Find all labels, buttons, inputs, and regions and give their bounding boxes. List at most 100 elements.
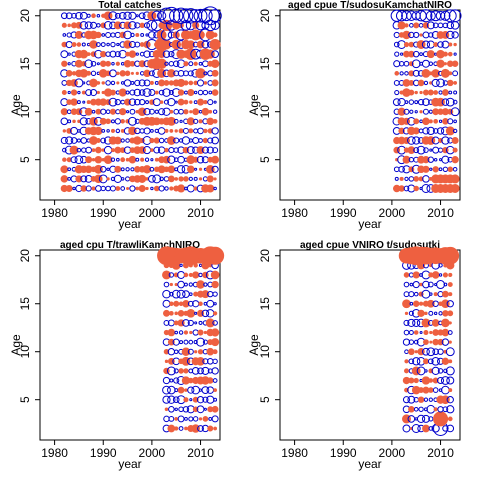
- positive-residual-bubble: [425, 10, 436, 21]
- positive-residual-bubble: [422, 98, 430, 106]
- positive-residual-bubble: [151, 10, 162, 21]
- positive-residual-bubble: [438, 311, 443, 316]
- negative-residual-bubble: [62, 129, 67, 133]
- negative-residual-bubble: [408, 89, 415, 96]
- positive-residual-bubble: [168, 90, 174, 96]
- negative-residual-bubble: [91, 13, 96, 19]
- negative-residual-bubble: [441, 357, 450, 365]
- positive-residual-bubble: [198, 61, 203, 66]
- positive-residual-bubble: [206, 386, 215, 394]
- positive-residual-bubble: [123, 11, 132, 20]
- positive-residual-bubble: [196, 396, 205, 404]
- y-tick-label: 15: [258, 57, 272, 71]
- y-tick-label: 5: [258, 396, 272, 403]
- positive-residual-bubble: [403, 281, 410, 288]
- positive-residual-bubble: [150, 186, 154, 191]
- positive-residual-bubble: [129, 89, 136, 96]
- positive-residual-bubble: [143, 50, 151, 58]
- positive-residual-bubble: [110, 119, 115, 124]
- negative-residual-bubble: [451, 156, 459, 164]
- negative-residual-bubble: [407, 146, 416, 154]
- positive-residual-bubble: [207, 137, 214, 144]
- positive-residual-bubble: [76, 147, 82, 153]
- positive-residual-bubble: [178, 426, 184, 431]
- positive-residual-bubble: [446, 30, 455, 40]
- negative-residual-bubble: [110, 128, 116, 133]
- positive-residual-bubble: [431, 366, 440, 376]
- positive-residual-bubble: [128, 21, 137, 30]
- positive-residual-bubble: [211, 415, 219, 423]
- x-tick-label: 2010: [427, 206, 454, 220]
- panel-title: aged cpue T/sudosuKamchatNIRO: [288, 0, 452, 11]
- positive-residual-bubble: [71, 12, 77, 19]
- positive-residual-bubble: [85, 185, 92, 192]
- positive-residual-bubble: [196, 337, 206, 347]
- negative-residual-bubble: [154, 157, 159, 162]
- negative-residual-bubble: [197, 329, 204, 336]
- bubbles: [157, 246, 225, 433]
- negative-residual-bubble: [213, 177, 217, 181]
- positive-residual-bubble: [76, 100, 81, 105]
- positive-residual-bubble: [453, 52, 457, 56]
- positive-residual-bubble: [453, 119, 457, 124]
- negative-residual-bubble: [198, 119, 203, 124]
- positive-residual-bubble: [197, 367, 204, 375]
- negative-residual-bubble: [167, 328, 176, 337]
- negative-residual-bubble: [110, 148, 115, 153]
- positive-residual-bubble: [96, 13, 101, 18]
- negative-residual-bubble: [96, 81, 101, 85]
- positive-residual-bubble: [173, 368, 179, 374]
- positive-residual-bubble: [452, 167, 458, 172]
- positive-residual-bubble: [153, 146, 161, 154]
- positive-residual-bubble: [184, 90, 188, 95]
- negative-residual-bubble: [411, 366, 421, 376]
- positive-residual-bubble: [134, 79, 141, 87]
- positive-residual-bubble: [140, 33, 145, 37]
- negative-residual-bubble: [202, 416, 209, 422]
- positive-residual-bubble: [211, 136, 219, 145]
- positive-residual-bubble: [189, 292, 193, 296]
- y-tick-label: 20: [258, 249, 272, 263]
- negative-residual-bubble: [188, 80, 194, 86]
- positive-residual-bubble: [145, 33, 149, 37]
- positive-residual-bubble: [79, 11, 88, 20]
- positive-residual-bubble: [150, 158, 154, 162]
- negative-residual-bubble: [212, 118, 218, 124]
- positive-residual-bubble: [208, 90, 213, 95]
- negative-residual-bubble: [448, 292, 453, 297]
- x-axis-label: year: [358, 217, 381, 231]
- negative-residual-bubble: [423, 358, 429, 365]
- positive-residual-bubble: [106, 167, 110, 171]
- negative-residual-bubble: [451, 60, 459, 67]
- positive-residual-bubble: [150, 129, 154, 133]
- positive-residual-bubble: [446, 300, 454, 308]
- negative-residual-bubble: [408, 348, 415, 356]
- positive-residual-bubble: [206, 299, 215, 308]
- positive-residual-bubble: [201, 386, 210, 395]
- positive-residual-bubble: [163, 319, 170, 326]
- positive-residual-bubble: [146, 19, 158, 31]
- positive-residual-bubble: [110, 41, 116, 48]
- positive-residual-bubble: [120, 99, 126, 105]
- positive-residual-bubble: [156, 11, 167, 21]
- positive-residual-bubble: [408, 99, 415, 105]
- negative-residual-bubble: [76, 42, 82, 47]
- negative-residual-bubble: [208, 109, 213, 114]
- positive-residual-bubble: [203, 71, 208, 76]
- negative-residual-bubble: [397, 107, 406, 116]
- positive-residual-bubble: [134, 22, 141, 29]
- positive-residual-bubble: [171, 289, 181, 299]
- positive-residual-bubble: [158, 108, 166, 116]
- positive-residual-bubble: [392, 98, 401, 107]
- negative-residual-bubble: [431, 69, 440, 78]
- positive-residual-bubble: [196, 79, 205, 87]
- positive-residual-bubble: [198, 263, 203, 267]
- negative-residual-bubble: [173, 300, 180, 307]
- positive-residual-bubble: [407, 136, 416, 145]
- negative-residual-bubble: [69, 145, 79, 155]
- positive-residual-bubble: [193, 176, 198, 181]
- positive-residual-bubble: [189, 398, 193, 402]
- y-tick-label: 10: [258, 345, 272, 359]
- positive-residual-bubble: [129, 185, 136, 192]
- positive-residual-bubble: [111, 61, 115, 66]
